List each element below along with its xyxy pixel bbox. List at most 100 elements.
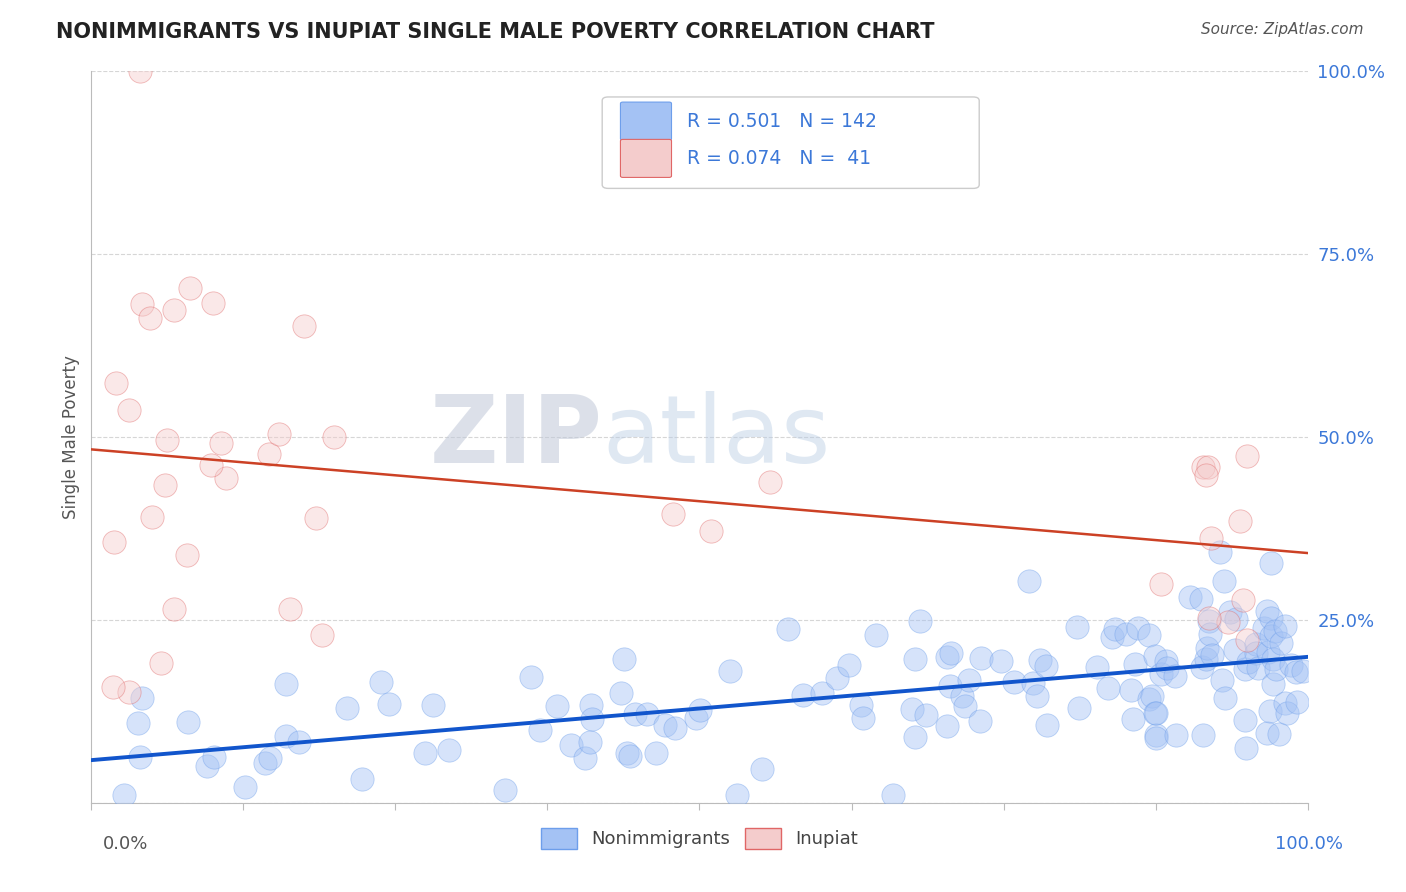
Point [201,295,224,310]
Point [1234,713,1257,727]
Point [1285,695,1308,709]
Point [1126,621,1149,635]
Point [1244,637,1267,651]
Point [619,749,641,764]
Point [1260,556,1282,570]
Point [935,650,957,665]
Point [1260,611,1282,625]
Point [1229,514,1251,528]
Point [776,623,799,637]
Point [195,759,218,773]
Point [323,429,346,443]
Point [953,699,976,714]
Point [758,475,780,489]
Point [624,706,647,721]
Point [1144,728,1167,742]
Point [141,510,163,524]
Point [259,447,281,461]
Point [1191,660,1213,674]
Point [1225,612,1247,626]
Point [370,675,392,690]
Point [1164,669,1187,683]
Point [969,714,991,729]
Point [1247,661,1270,675]
Y-axis label: Single Male Poverty: Single Male Poverty [62,355,80,519]
Point [1137,692,1160,706]
Point [1216,615,1239,629]
Point [1292,664,1315,678]
Point [689,703,711,717]
Point [1274,618,1296,632]
Text: Source: ZipAtlas.com: Source: ZipAtlas.com [1201,22,1364,37]
Point [118,403,141,417]
Point [1236,741,1258,756]
Point [1154,654,1177,668]
FancyBboxPatch shape [602,97,979,188]
Point [1002,675,1025,690]
Point [636,707,658,722]
Point [1137,628,1160,642]
Point [1121,683,1143,698]
Point [1232,593,1254,607]
Point [288,735,311,749]
Point [163,302,186,317]
Point [336,701,359,715]
Point [1115,627,1137,641]
Point [950,689,973,703]
Point [1201,648,1223,662]
Point [1195,641,1218,656]
Point [1198,627,1220,641]
Point [1246,646,1268,660]
Point [1101,630,1123,644]
Point [560,738,582,752]
Point [1140,689,1163,703]
Point [177,714,200,729]
Point [914,707,936,722]
Point [1029,653,1052,667]
Point [908,614,931,628]
Point [1199,531,1222,545]
Point [1035,718,1057,732]
Point [1195,652,1218,666]
Point [654,718,676,732]
Point [645,747,668,761]
Point [1223,643,1246,657]
Point [139,310,162,325]
Point [1198,610,1220,624]
Point [304,510,326,524]
Point [150,656,173,670]
Point [278,602,301,616]
Point [1150,667,1173,681]
Point [1279,658,1302,673]
Point [1104,622,1126,636]
Point [1263,652,1285,666]
Point [163,602,186,616]
Point [520,669,543,683]
Point [1144,648,1167,663]
Point [378,697,401,711]
Point [578,734,600,748]
Point [581,712,603,726]
Point [176,549,198,563]
Point [1022,675,1045,690]
Legend: Nonimmigrants, Inupiat: Nonimmigrants, Inupiat [534,821,865,856]
Point [1256,726,1278,740]
Point [274,729,297,743]
Point [1219,605,1241,619]
Point [1261,677,1284,691]
Point [939,646,962,660]
Point [1164,728,1187,742]
Point [179,281,201,295]
Point [838,657,860,672]
Point [215,471,238,485]
Point [1085,660,1108,674]
Point [616,746,638,760]
Point [1211,673,1233,688]
Point [852,711,875,725]
Point [105,376,128,391]
Point [259,750,281,764]
Point [546,699,568,714]
Point [118,685,141,699]
Point [253,756,276,770]
Point [1253,621,1275,635]
